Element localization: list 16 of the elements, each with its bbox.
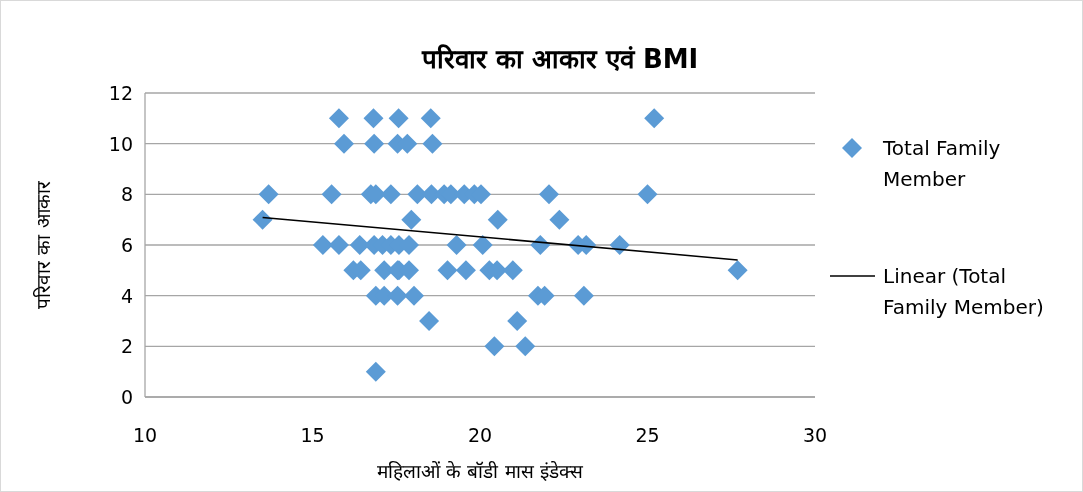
y-tick-label: 0 xyxy=(120,386,133,408)
y-tick-label: 12 xyxy=(108,82,133,104)
y-tick-label: 6 xyxy=(120,234,133,256)
y-tick-label: 4 xyxy=(120,284,133,307)
legend-label: Total Family Member xyxy=(882,136,1001,191)
x-axis-title: महिलाओं के बॉडी मास इंडेक्स xyxy=(377,460,584,482)
legend-label: Linear (Total Family Member) xyxy=(883,264,1044,319)
y-tick-label: 2 xyxy=(120,335,133,358)
y-axis-title: परिवार का आकार xyxy=(32,180,54,309)
y-tick-label: 10 xyxy=(108,132,133,155)
y-tick-label: 8 xyxy=(120,183,133,206)
chart-title: परिवार का आकार एवं BMI xyxy=(420,44,699,74)
x-tick-label: 25 xyxy=(635,424,660,446)
x-tick-label: 20 xyxy=(467,424,493,446)
x-tick-label: 30 xyxy=(802,424,828,446)
x-tick-label: 15 xyxy=(300,424,325,446)
